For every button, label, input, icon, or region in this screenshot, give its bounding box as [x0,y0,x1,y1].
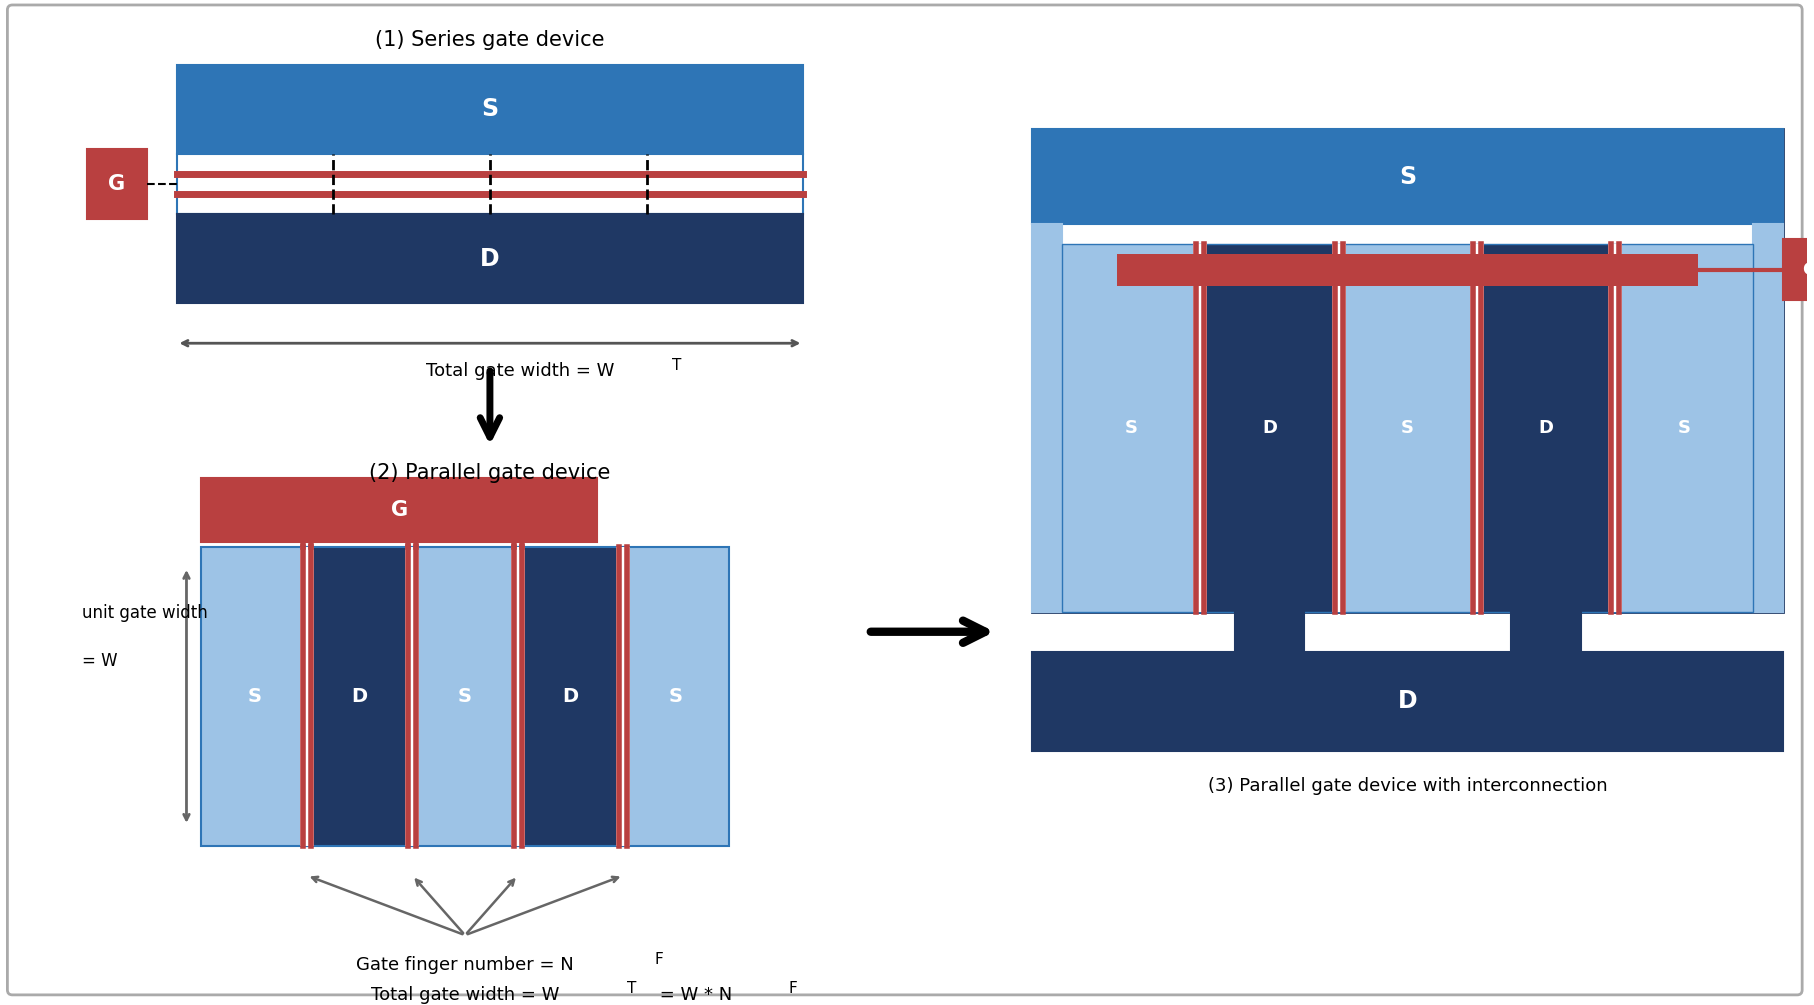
Bar [201,547,307,845]
Text: D: D [1263,419,1277,437]
Bar [1477,244,1614,612]
Text: S: S [1400,419,1415,437]
Bar [176,64,804,154]
Bar [307,547,412,845]
Text: F: F [789,982,798,996]
Bar [1754,224,1783,612]
Bar [1331,244,1346,612]
Bar [1117,253,1422,285]
Bar [1609,244,1622,612]
Bar [1201,244,1339,612]
Bar [299,547,314,845]
Bar [176,214,804,304]
Text: T: T [673,358,682,373]
Bar [1614,244,1754,612]
Text: S: S [669,686,682,706]
Text: S: S [247,686,261,706]
Bar [1511,612,1580,651]
Text: = W: = W [82,651,118,669]
Bar [1032,651,1783,751]
FancyBboxPatch shape [7,5,1801,995]
Text: D: D [481,246,499,270]
Text: D: D [1538,419,1553,437]
Text: S: S [481,97,499,122]
Text: T: T [628,982,637,996]
Text: F: F [655,952,664,967]
Text: G: G [109,174,125,194]
Text: unit gate width: unit gate width [82,604,209,622]
Text: (2) Parallel gate device: (2) Parallel gate device [370,462,611,482]
Bar [412,547,517,845]
Text: (1) Series gate device: (1) Series gate device [375,30,604,50]
Text: Total gate width = W: Total gate width = W [426,362,613,380]
Bar [1061,244,1201,612]
Text: G: G [1801,260,1814,278]
Text: Gate finger number = N: Gate finger number = N [356,956,573,974]
Bar [405,547,419,845]
Bar [1393,253,1698,285]
Text: D: D [562,686,579,706]
Text: S: S [459,686,472,706]
Text: S: S [1678,419,1691,437]
Bar [1194,244,1208,612]
Text: D: D [1399,689,1417,714]
Bar [517,547,624,845]
Bar [1469,244,1484,612]
Bar [201,477,597,543]
Bar [1235,612,1304,651]
Text: Total gate width = W: Total gate width = W [370,986,559,1004]
Text: S: S [1125,419,1137,437]
Text: G: G [390,499,408,520]
Bar [1783,239,1814,300]
Bar [617,547,629,845]
Bar [1339,244,1477,612]
Bar [1032,130,1783,612]
Bar [512,547,524,845]
Text: S: S [1399,165,1417,189]
Bar [1032,130,1783,224]
Bar [624,547,729,845]
Bar [1032,224,1061,612]
Text: (3) Parallel gate device with interconnection: (3) Parallel gate device with interconne… [1208,777,1607,795]
Bar [87,149,147,219]
Text: D: D [352,686,368,706]
Text: = W * N: = W * N [655,986,733,1004]
Bar [176,154,804,214]
